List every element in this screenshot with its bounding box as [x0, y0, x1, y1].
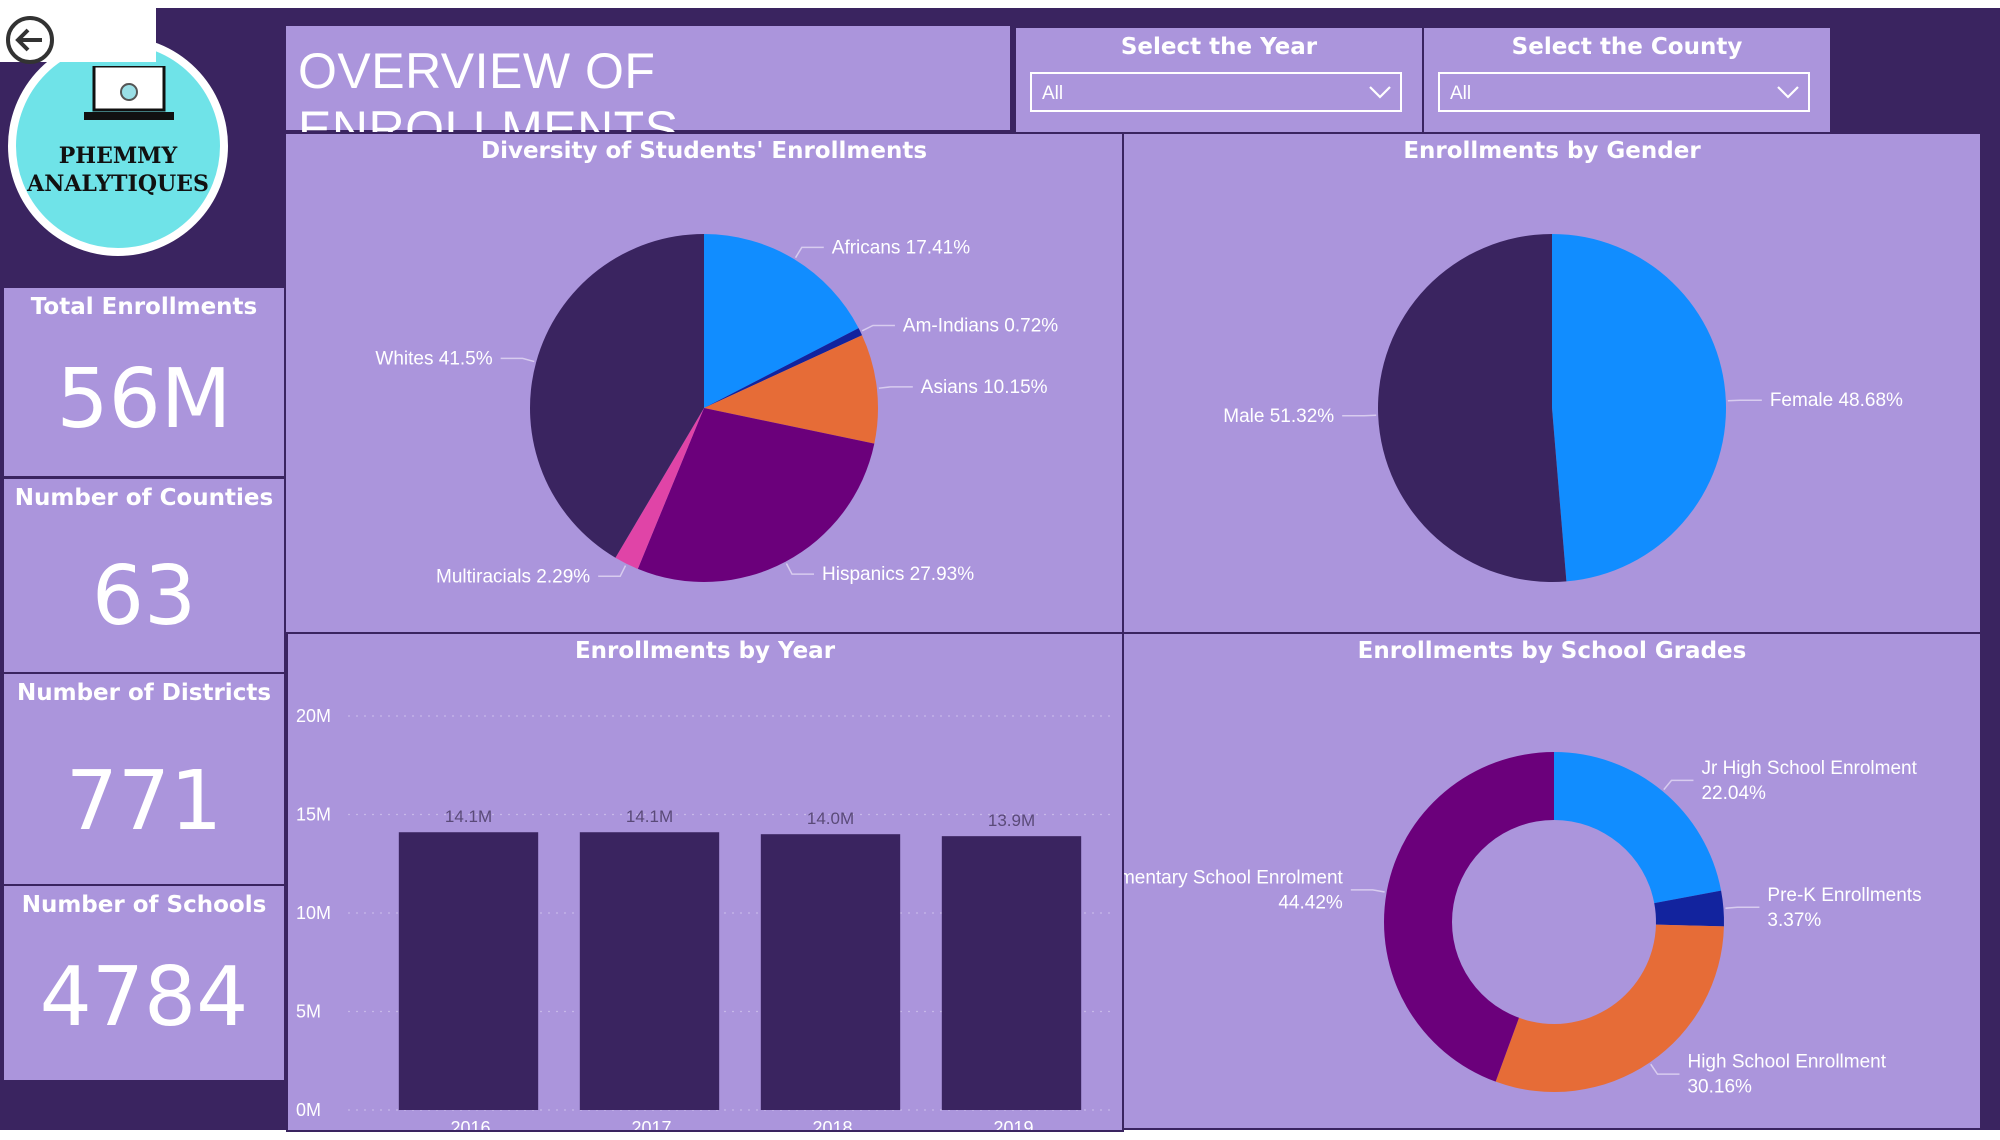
y-tick-label: 10M	[296, 903, 331, 923]
logo-line-1: PHEMMY	[58, 143, 178, 169]
bar-2019	[941, 836, 1082, 1110]
pie-slice-am-indians	[704, 328, 863, 408]
kpi-districts: Number of Districts 771	[4, 674, 284, 884]
diversity-pie-chart: Africans 17.41% Am-Indians 0.72% Asians 10…	[375, 234, 1058, 587]
data-label: 14.1M	[445, 807, 492, 826]
kpi-value: 56M	[56, 352, 232, 447]
pie-slice-male	[1377, 234, 1567, 582]
year-bar-chart: 0M 5M 10M 15M 20M 14.1M 2016 14.1M 2017 14.0M 2018…	[296, 706, 1112, 1130]
data-label: 3.37%	[1767, 910, 1821, 931]
laptop-icon	[84, 66, 174, 120]
data-label: Am-Indians 0.72%	[903, 316, 1058, 337]
data-label: 30.16%	[1687, 1077, 1752, 1098]
back-button-area	[0, 0, 156, 64]
leader-line	[878, 386, 913, 389]
logo-text: PHEMMY ANALYTIQUES	[16, 142, 220, 198]
leader-line	[1725, 906, 1760, 910]
y-tick-label: 0M	[296, 1100, 321, 1120]
pie-slice-high-school-enrollment	[1495, 924, 1724, 1092]
leader-line	[500, 357, 535, 363]
leader-line	[785, 563, 815, 575]
bar-2017	[579, 832, 720, 1110]
data-label: Multiracials 2.29%	[436, 566, 590, 587]
county-filter-title: Select the County	[1511, 34, 1743, 60]
data-label: Whites 41.5%	[375, 348, 492, 369]
data-label: Elementary School Enrolment	[1124, 867, 1344, 888]
year-select[interactable]: All	[1030, 72, 1402, 112]
county-select[interactable]: All	[1438, 72, 1810, 112]
logo-line-2: ANALYTIQUES	[27, 171, 209, 197]
kpi-total-enrollments: Total Enrollments 56M	[4, 288, 284, 476]
data-label: Jr High School Enrolment	[1701, 758, 1917, 779]
chevron-down-icon[interactable]	[1776, 84, 1800, 100]
diversity-chart-panel: Diversity of Students' Enrollments Afric…	[284, 132, 1124, 634]
pie-slice-africans	[704, 234, 859, 408]
bar-2016	[398, 832, 539, 1110]
x-tick-label: 2016	[450, 1118, 490, 1130]
y-tick-label: 15M	[296, 805, 331, 825]
year-select-value: All	[1042, 83, 1064, 104]
data-label: 22.04%	[1701, 783, 1766, 804]
pie-slice-whites	[530, 234, 704, 558]
grades-chart-panel: Enrollments by School Grades Jr High Sch…	[1122, 632, 1982, 1130]
data-label: Male 51.32%	[1223, 406, 1334, 427]
data-label: Asians 10.15%	[921, 377, 1048, 398]
gender-pie-chart: Female 48.68% Male 51.32%	[1223, 234, 1903, 582]
chart-title: Enrollments by Year	[574, 638, 836, 664]
leader-line	[861, 324, 895, 332]
pie-slice-elementary-school-enrolment	[1384, 752, 1554, 1082]
leader-line	[1350, 889, 1385, 893]
bar-2018	[760, 834, 901, 1110]
x-tick-label: 2019	[993, 1118, 1033, 1130]
county-filter: Select the County All	[1424, 28, 1830, 132]
pie-slice-pre-k-enrollments	[1654, 890, 1724, 927]
back-arrow-icon[interactable]	[4, 14, 56, 66]
logo: PHEMMY ANALYTIQUES	[8, 36, 228, 256]
data-label: Africans 17.41%	[832, 237, 970, 258]
kpi-value: 771	[65, 754, 223, 849]
chevron-down-icon[interactable]	[1368, 84, 1392, 100]
leader-line	[794, 246, 824, 259]
kpi-counties: Number of Counties 63	[4, 479, 284, 672]
pie-slice-jr-high-school-enrolment	[1554, 752, 1722, 904]
data-label: 14.0M	[807, 809, 854, 828]
pie-slice-asians	[704, 335, 879, 444]
pie-slice-female	[1552, 234, 1726, 582]
kpi-value: 63	[91, 549, 197, 644]
grades-donut-chart: Jr High School Enrolment 22.04% Pre-K Enro…	[1124, 752, 1922, 1098]
year-filter: Select the Year All	[1016, 28, 1422, 132]
data-label: Hispanics 27.93%	[822, 564, 974, 585]
data-label: 14.1M	[626, 807, 673, 826]
data-label: Female 48.68%	[1770, 390, 1903, 411]
dashboard: PHEMMY ANALYTIQUES OVERVIEW OF ENROLLMEN…	[0, 8, 2000, 1132]
data-label: 13.9M	[988, 811, 1035, 830]
leader-line	[1663, 779, 1694, 791]
county-select-value: All	[1450, 83, 1472, 104]
pie-slice-hispanics	[637, 408, 875, 582]
year-filter-title: Select the Year	[1120, 34, 1318, 60]
chart-title: Enrollments by School Grades	[1357, 638, 1747, 664]
pie-slice-multiracials	[615, 408, 704, 569]
kpi-label: Total Enrollments	[30, 294, 258, 320]
kpi-label: Number of Schools	[21, 892, 267, 918]
data-label: 44.42%	[1278, 892, 1343, 913]
kpi-label: Number of Districts	[16, 680, 272, 706]
x-tick-label: 2017	[631, 1118, 671, 1130]
year-chart-panel: Enrollments by Year 0M 5M 10M 15M 20M 14.1M 20…	[286, 632, 1124, 1132]
x-tick-label: 2018	[812, 1118, 852, 1130]
kpi-label: Number of Counties	[14, 485, 274, 511]
leader-line	[598, 565, 627, 578]
gender-chart-panel: Enrollments by Gender Female 48.68% Male …	[1122, 132, 1982, 634]
data-label: Pre-K Enrollments	[1767, 885, 1921, 906]
title-panel: OVERVIEW OF ENROLLMENTS	[284, 24, 1012, 157]
data-label: High School Enrollment	[1687, 1052, 1886, 1073]
chart-title: Diversity of Students' Enrollments	[480, 138, 928, 164]
chart-title: Enrollments by Gender	[1403, 138, 1701, 164]
kpi-schools: Number of Schools 4784	[4, 886, 284, 1080]
y-tick-label: 20M	[296, 706, 331, 726]
kpi-value: 4784	[39, 950, 249, 1045]
leader-line	[1650, 1063, 1680, 1075]
y-tick-label: 5M	[296, 1002, 321, 1022]
